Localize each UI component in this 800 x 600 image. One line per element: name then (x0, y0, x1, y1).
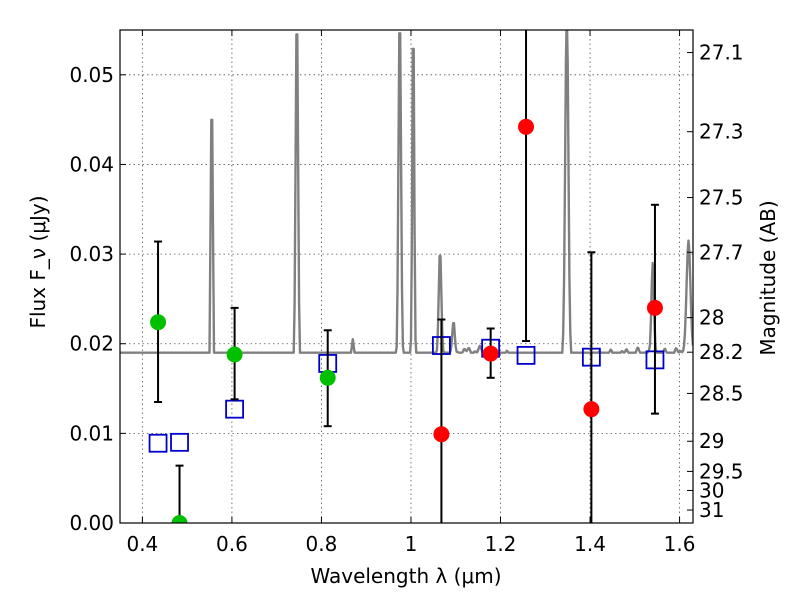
x-axis-label: Wavelength λ (μm) (310, 564, 501, 588)
x-tick-label: 0.4 (126, 532, 158, 556)
model-spectrum-line (120, 30, 693, 354)
model-photometry-square (170, 432, 189, 452)
x-tick-label: 1 (405, 532, 418, 556)
model-photometry-square (225, 399, 245, 419)
model-photometry-square (148, 433, 168, 453)
y-tick-label: 0.01 (69, 421, 114, 445)
y-tick-label: 0.05 (69, 63, 114, 87)
right-tick-label: 28.2 (699, 340, 744, 364)
axis-ticks: 0.4 0.6 0.8 1 1.2 1.4 1.6 0.00 0.01 0.02 0.03 0.04 0… (69, 30, 744, 556)
y-tick-label: 0.04 (69, 152, 114, 176)
right-tick-label: 27.5 (699, 186, 744, 210)
right-tick-label: 29.5 (699, 459, 744, 483)
nir-data-point (518, 118, 535, 135)
y-tick-label: 0.00 (69, 511, 114, 535)
y-axis-label: Flux F_ν (μJy) (26, 195, 50, 328)
x-tick-label: 0.6 (216, 532, 248, 556)
right-tick-label: 28 (699, 306, 724, 330)
nir-data-point (433, 426, 450, 443)
plot-frame (119, 29, 694, 524)
plot-area (120, 30, 693, 523)
optical-data-point (150, 314, 167, 331)
nir-data-point (583, 401, 600, 418)
right-tick-label: 31 (699, 498, 724, 522)
right-tick-label: 27.3 (699, 120, 744, 144)
x-tick-label: 1.4 (574, 532, 606, 556)
x-tick-label: 0.8 (306, 532, 338, 556)
y-tick-label: 0.02 (69, 332, 114, 356)
optical-data-point (171, 515, 188, 523)
x-tick-label: 1.2 (485, 532, 517, 556)
optical-data-point (226, 346, 243, 363)
optical-data-point (319, 369, 336, 386)
model-photometry-square (516, 345, 536, 365)
right-tick-label: 28.5 (699, 381, 744, 405)
x-tick-label: 1.6 (664, 532, 696, 556)
nir-data-point (482, 345, 499, 362)
y-tick-label: 0.03 (69, 242, 114, 266)
right-tick-label: 29 (699, 429, 724, 453)
right-tick-label: 27.7 (699, 240, 744, 264)
right-tick-label: 27.1 (699, 41, 744, 65)
grid (120, 30, 693, 524)
right-axis-label: Magnitude (AB) (756, 200, 780, 355)
nir-data-point (646, 299, 663, 316)
right-tick-label: 30 (699, 478, 724, 502)
